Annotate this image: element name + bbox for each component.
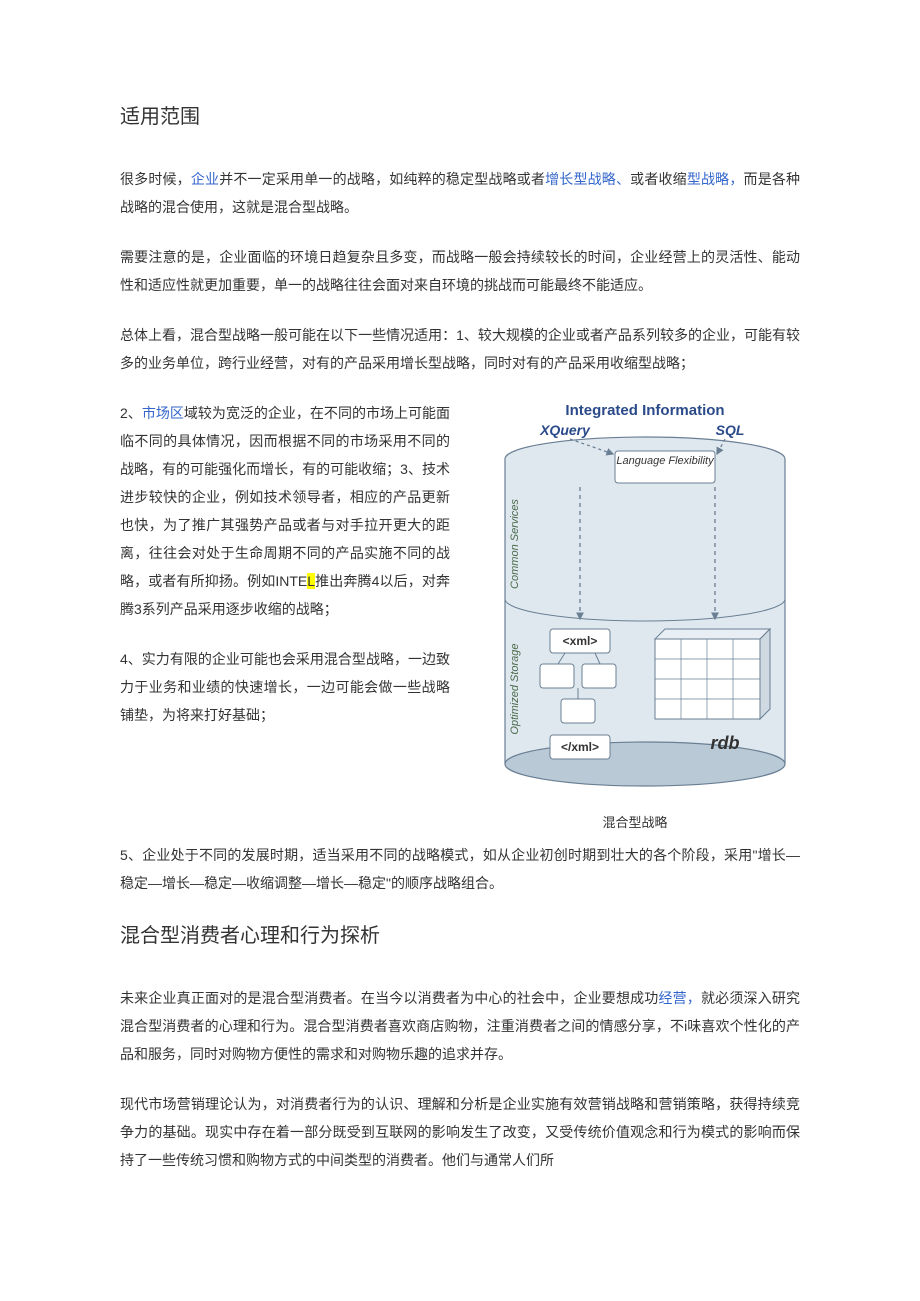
label-rdb: rdb [711,733,740,753]
label-language: Language Flexibility [616,455,715,467]
section1-heading: 适用范围 [120,100,800,129]
label-xquery: XQuery [539,422,591,438]
para-6: 5、企业处于不同的发展时期，适当采用不同的战略模式，如从企业初创时期到壮大的各个… [120,841,800,897]
link-growth-strategy[interactable]: 增长型战略、 [545,171,630,187]
label-xml-close: </xml> [561,740,599,754]
link-market-area[interactable]: 市场区 [142,405,184,421]
diagram-title: Integrated Information [565,402,724,419]
para-8: 现代市场营销理论认为，对消费者行为的认识、理解和分析是企业实施有效营销战略和营销… [120,1090,800,1174]
integrated-info-diagram: Integrated Information XQuery SQL Langua… [470,399,800,799]
diagram-caption: 混合型战略 [470,812,800,831]
text: 2、 [120,405,142,421]
para-2: 需要注意的是，企业面临的环境日趋复杂且多变，而战略一般会持续较长的时间，企业经营… [120,243,800,299]
text: 未来企业真正面对的是混合型消费者。在当今以消费者为中心的社会中，企业要想成功 [120,990,658,1006]
label-optimized-storage: Optimized Storage [509,643,521,734]
section2-heading: 混合型消费者心理和行为探析 [120,919,800,948]
label-common-services: Common Services [509,499,521,589]
para-7: 未来企业真正面对的是混合型消费者。在当今以消费者为中心的社会中，企业要想成功经营… [120,984,800,1068]
text: 并不一定采用单一的战略，如纯粹的稳定型战略或者 [219,171,545,187]
link-operation[interactable]: 经营， [658,990,701,1006]
text: 或者收缩 [630,171,687,187]
text: 很多时候， [120,171,191,187]
text: 域较为宽泛的企业，在不同的市场上可能面临不同的具体情况，因而根据不同的市场采用不… [120,405,450,589]
label-sql: SQL [716,422,745,438]
link-type-strategy[interactable]: 型战略， [687,171,744,187]
diagram-container: Integrated Information XQuery SQL Langua… [470,399,800,831]
para-3: 总体上看，混合型战略一般可能在以下一些情况适用：1、较大规模的企业或者产品系列较… [120,321,800,377]
highlight-L: L [307,573,315,589]
label-xml-open: <xml> [563,634,598,648]
link-enterprise[interactable]: 企业 [191,171,219,187]
para-1: 很多时候，企业并不一定采用单一的战略，如纯粹的稳定型战略或者增长型战略、或者收缩… [120,165,800,221]
